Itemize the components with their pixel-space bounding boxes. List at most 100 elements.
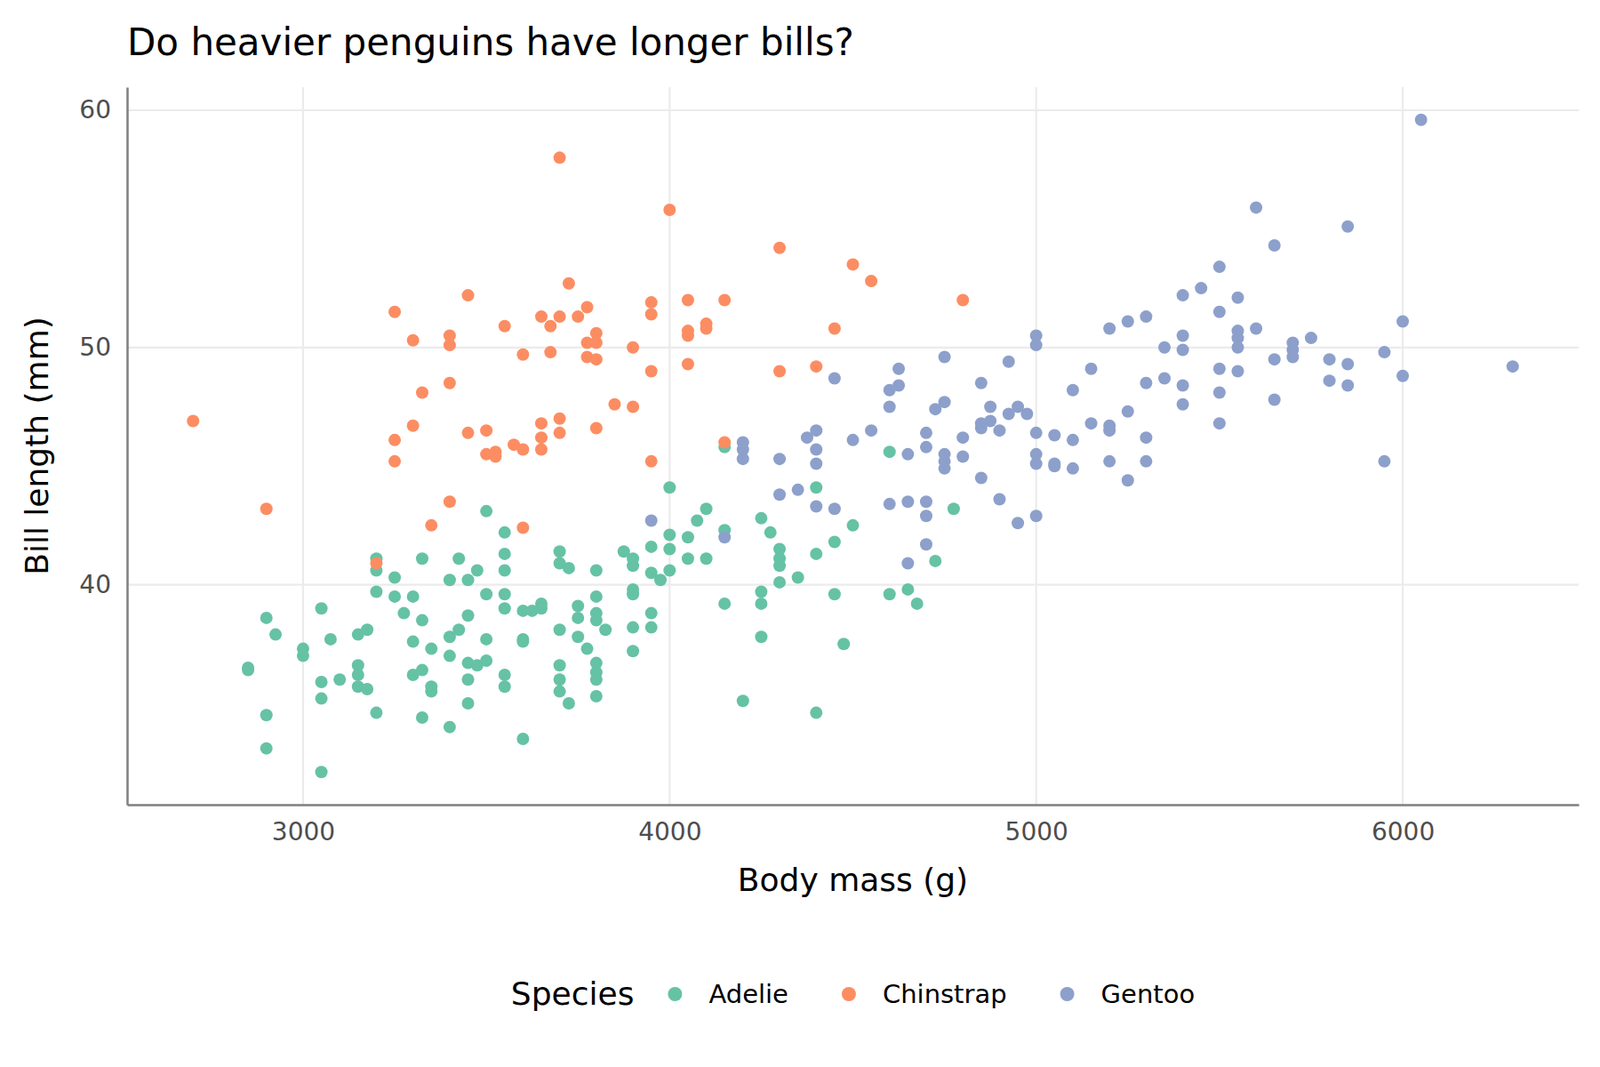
point xyxy=(407,590,420,603)
point xyxy=(901,495,914,508)
point xyxy=(269,628,282,641)
point xyxy=(388,433,401,447)
point xyxy=(1139,310,1152,323)
tick: 4000 xyxy=(638,804,702,847)
point xyxy=(1341,220,1354,233)
point xyxy=(773,488,786,501)
point xyxy=(1377,345,1391,359)
point xyxy=(1176,343,1190,356)
point xyxy=(1323,374,1336,387)
point xyxy=(516,348,529,361)
point xyxy=(718,435,731,448)
point xyxy=(186,414,200,427)
point xyxy=(296,649,310,663)
point xyxy=(241,664,255,677)
tick: 40 xyxy=(79,569,128,600)
point xyxy=(462,573,475,586)
point xyxy=(1286,350,1299,363)
point xyxy=(462,288,475,302)
point xyxy=(553,672,567,686)
point xyxy=(1323,352,1336,366)
point xyxy=(1085,416,1098,430)
point xyxy=(626,400,640,413)
point xyxy=(1066,433,1080,447)
point xyxy=(1103,455,1116,468)
point xyxy=(938,395,952,408)
point xyxy=(1415,113,1428,127)
point xyxy=(1377,455,1391,468)
point xyxy=(864,424,878,437)
point xyxy=(645,296,658,309)
point xyxy=(416,385,429,399)
point xyxy=(809,706,823,720)
point xyxy=(388,590,401,603)
point xyxy=(562,561,576,575)
point xyxy=(626,621,640,634)
point xyxy=(590,336,603,349)
point xyxy=(516,521,529,535)
point xyxy=(956,431,969,444)
point xyxy=(681,357,695,370)
point xyxy=(1030,426,1043,440)
point xyxy=(581,300,594,313)
x-axis: 3000400050006000 xyxy=(128,804,1580,847)
point xyxy=(828,536,841,549)
point xyxy=(1011,516,1024,529)
point xyxy=(553,412,567,425)
point xyxy=(333,672,346,686)
grid-line-x xyxy=(1035,87,1038,805)
tick: 5000 xyxy=(1005,804,1069,847)
point xyxy=(498,680,512,693)
point xyxy=(324,632,337,646)
point xyxy=(626,559,640,572)
point xyxy=(544,345,557,359)
point xyxy=(260,708,273,721)
tick: 6000 xyxy=(1371,804,1435,847)
point xyxy=(1103,321,1116,335)
grid-line-y xyxy=(127,109,1579,112)
point xyxy=(590,590,603,603)
point xyxy=(663,543,676,556)
point xyxy=(581,642,594,656)
point xyxy=(809,500,823,513)
point xyxy=(1121,473,1135,487)
legend-marker xyxy=(667,986,682,1001)
point xyxy=(847,257,860,271)
point xyxy=(462,608,475,622)
point xyxy=(590,672,603,686)
point xyxy=(754,585,768,599)
point xyxy=(315,601,328,615)
point xyxy=(360,623,374,636)
legend-marker xyxy=(1060,986,1075,1001)
point xyxy=(1103,424,1116,437)
point xyxy=(1231,291,1244,304)
point xyxy=(599,623,612,636)
point xyxy=(920,509,933,522)
point xyxy=(645,540,658,553)
point xyxy=(654,573,667,586)
point xyxy=(407,334,420,347)
point xyxy=(645,621,658,634)
point xyxy=(443,495,456,508)
point xyxy=(1139,431,1152,444)
point xyxy=(360,682,374,696)
point xyxy=(1231,341,1244,354)
x-axis-title: Body mass (g) xyxy=(737,861,968,898)
tick: 50 xyxy=(79,332,128,362)
point xyxy=(1213,305,1226,319)
point xyxy=(1396,314,1409,328)
point xyxy=(480,424,493,437)
tick-label: 6000 xyxy=(1371,816,1435,847)
point xyxy=(1002,355,1016,368)
point xyxy=(792,571,805,584)
point xyxy=(681,328,695,342)
point xyxy=(462,426,475,440)
y-axis: 405060 xyxy=(79,88,128,806)
point xyxy=(1341,378,1354,392)
point xyxy=(1268,239,1281,252)
point xyxy=(809,547,823,560)
point xyxy=(488,450,502,464)
point xyxy=(911,597,924,610)
point xyxy=(416,664,429,677)
grid-line-x xyxy=(1401,87,1404,805)
